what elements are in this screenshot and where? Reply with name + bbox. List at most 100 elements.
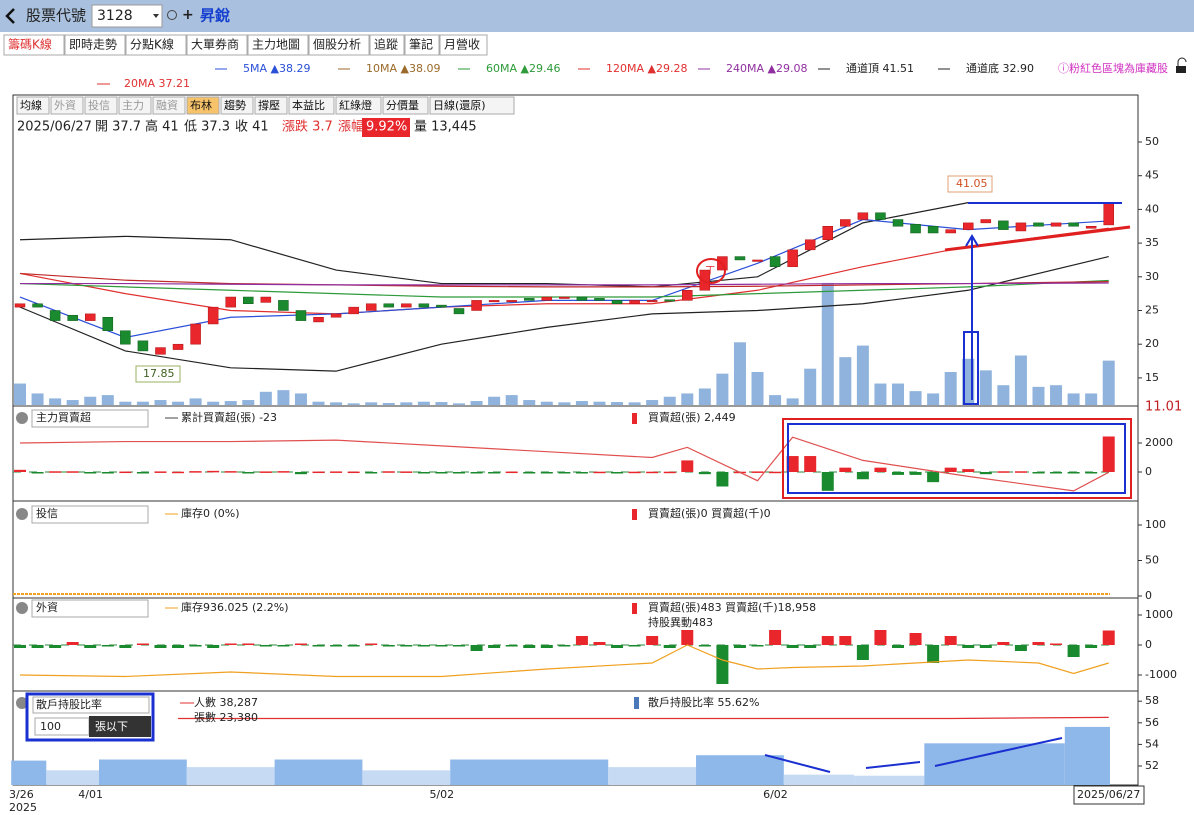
tool-label: 日線(還原) bbox=[433, 98, 486, 112]
tab[interactable] bbox=[125, 34, 187, 56]
back-button[interactable] bbox=[5, 8, 15, 24]
candle bbox=[734, 256, 746, 261]
retail-step bbox=[362, 770, 451, 785]
force-bar bbox=[1085, 472, 1098, 474]
candle bbox=[1050, 222, 1062, 227]
retail-step bbox=[450, 759, 538, 785]
select-box[interactable] bbox=[31, 505, 149, 524]
tab[interactable] bbox=[439, 34, 488, 56]
foreign-bar bbox=[698, 645, 711, 647]
foreign-bar bbox=[154, 645, 167, 648]
tool-button[interactable] bbox=[254, 96, 288, 115]
candle bbox=[1085, 226, 1097, 229]
tool-button[interactable] bbox=[118, 96, 152, 115]
add-icon[interactable]: + bbox=[182, 7, 194, 23]
volume-bar bbox=[593, 401, 606, 405]
close-icon[interactable] bbox=[16, 508, 28, 520]
candle bbox=[49, 310, 61, 321]
foreign-bar bbox=[1067, 645, 1080, 657]
tab[interactable] bbox=[308, 34, 370, 56]
foreign-bar bbox=[540, 645, 553, 648]
bar-label: 買賣超(張) 2,449 bbox=[648, 410, 736, 424]
lock-icon[interactable] bbox=[1177, 57, 1187, 66]
tool-button[interactable] bbox=[288, 96, 335, 115]
force-bar bbox=[84, 472, 97, 474]
candle bbox=[804, 239, 816, 251]
tab[interactable] bbox=[64, 34, 126, 56]
tool-button[interactable] bbox=[382, 96, 429, 115]
tool-button[interactable] bbox=[152, 96, 186, 115]
y-tick-label: 56 bbox=[1145, 716, 1159, 729]
foreign-bar bbox=[1050, 643, 1063, 645]
tab-label: 籌碼K線 bbox=[8, 37, 52, 52]
force-bar bbox=[839, 467, 852, 472]
foreign-bar bbox=[575, 636, 588, 645]
quote-close: 收 41 bbox=[235, 120, 269, 135]
tab[interactable] bbox=[369, 34, 405, 56]
chart-frame bbox=[12, 94, 1139, 786]
force-bar bbox=[1067, 472, 1080, 474]
line-label: 庫存936.025 (2.2%) bbox=[181, 600, 289, 614]
code-value: 3128 bbox=[97, 8, 133, 24]
foreign-bar bbox=[769, 630, 782, 645]
legend-swatch bbox=[632, 413, 637, 424]
code-input[interactable] bbox=[91, 4, 163, 28]
tool-label: 趨勢 bbox=[224, 98, 246, 112]
tool-button[interactable] bbox=[335, 96, 382, 115]
tool-button[interactable] bbox=[84, 96, 118, 115]
volume-bar bbox=[786, 398, 799, 405]
candle bbox=[14, 303, 26, 308]
close-icon[interactable] bbox=[16, 697, 28, 709]
candle bbox=[102, 316, 114, 331]
force-bar bbox=[31, 472, 44, 474]
tab[interactable] bbox=[404, 34, 440, 56]
x-tick-label: 3/26 bbox=[9, 788, 34, 801]
tab[interactable] bbox=[3, 34, 65, 56]
foreign-bar bbox=[1014, 645, 1027, 651]
x-tick-label: 6/02 bbox=[763, 788, 788, 801]
tool-button[interactable] bbox=[429, 96, 515, 115]
candle bbox=[752, 259, 763, 262]
volume-bar bbox=[821, 282, 834, 405]
candle bbox=[67, 314, 78, 321]
foreign-bar bbox=[856, 645, 869, 660]
volume-bar bbox=[259, 391, 272, 405]
select-box[interactable] bbox=[31, 409, 149, 428]
search-icon[interactable] bbox=[167, 10, 177, 20]
candle bbox=[488, 300, 500, 303]
tool-button[interactable] bbox=[186, 96, 220, 115]
tool-button[interactable] bbox=[220, 96, 254, 115]
y-tick-label: 15 bbox=[1145, 371, 1159, 384]
select-box[interactable] bbox=[32, 696, 150, 714]
foreign-bar bbox=[453, 645, 465, 647]
tab-label: 主力地圖 bbox=[252, 38, 300, 52]
y-tick-label: 0 bbox=[1145, 638, 1152, 651]
ma-line bbox=[19, 227, 1109, 315]
force-bar bbox=[488, 472, 501, 474]
tool-button[interactable] bbox=[16, 96, 50, 115]
y-tick-label: 35 bbox=[1145, 236, 1159, 249]
highlight-box bbox=[787, 423, 1126, 494]
close-icon[interactable] bbox=[16, 412, 28, 424]
force-bar bbox=[646, 471, 659, 474]
select-box[interactable] bbox=[31, 599, 149, 618]
volume-bar bbox=[733, 342, 746, 405]
tab[interactable] bbox=[186, 34, 248, 56]
volume-bar bbox=[49, 398, 62, 405]
volume-bar bbox=[224, 401, 237, 405]
tool-button[interactable] bbox=[50, 96, 84, 115]
candle bbox=[120, 330, 131, 345]
retail-step bbox=[854, 775, 925, 785]
close-icon[interactable] bbox=[16, 602, 28, 614]
force-bar bbox=[628, 471, 641, 474]
foreign-bar bbox=[558, 645, 571, 647]
holding-line bbox=[19, 644, 1109, 678]
y-tick-label: 40 bbox=[1145, 202, 1159, 215]
volume-bar bbox=[804, 368, 817, 405]
tab[interactable] bbox=[247, 34, 309, 56]
force-bar bbox=[611, 472, 624, 474]
candle bbox=[471, 300, 482, 311]
tool-label: 分價量 bbox=[386, 98, 419, 112]
candle bbox=[295, 310, 307, 321]
foreign-bar bbox=[207, 645, 220, 648]
